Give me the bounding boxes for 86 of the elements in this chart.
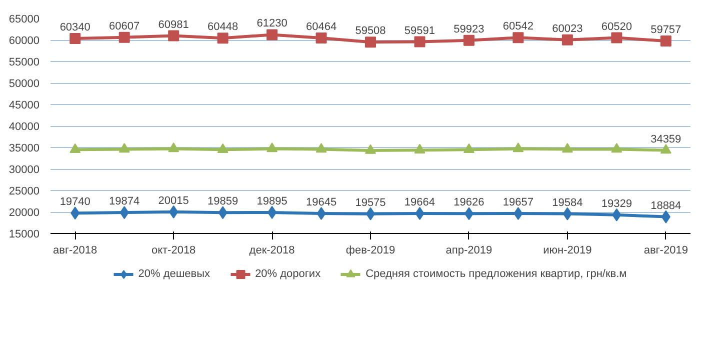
point (70, 206, 80, 220)
point (266, 29, 278, 40)
point (464, 207, 474, 220)
data-label: 18884 (650, 200, 682, 212)
data-label: 60340 (60, 22, 90, 34)
data-label: 19645 (306, 196, 337, 209)
y-tick-label: 50000 (8, 78, 40, 90)
data-label: 61230 (256, 18, 288, 30)
point (365, 144, 376, 154)
point (169, 205, 178, 218)
data-label: 34359 (650, 133, 682, 146)
point (316, 142, 327, 153)
data-label: 60981 (158, 18, 189, 31)
data-label: 19859 (208, 196, 238, 208)
x-tick-label: окт-2018 (151, 244, 196, 256)
data-label: 19895 (256, 195, 288, 208)
data-label: 19584 (552, 196, 583, 209)
data-label: 19575 (355, 196, 386, 209)
data-label: 60448 (208, 21, 238, 34)
point (70, 143, 81, 154)
point (463, 143, 474, 154)
point (365, 36, 376, 48)
data-label: 59508 (355, 25, 386, 38)
point (218, 206, 228, 220)
data-label: 20015 (158, 194, 189, 207)
legend-label: Средняя стоимость предложения квартир, грн/кв.м (366, 268, 627, 280)
point (414, 36, 426, 48)
y-tick-label: 60000 (8, 35, 40, 47)
point (562, 142, 573, 153)
point (414, 144, 426, 154)
point (217, 32, 228, 44)
y-tick-label: 20000 (8, 207, 40, 219)
data-label: 19874 (109, 196, 140, 208)
legend-label: 20% дешевых (138, 268, 210, 280)
point (611, 142, 622, 153)
point (316, 32, 327, 44)
point (661, 210, 670, 224)
data-label: 19664 (404, 196, 436, 208)
y-tick-label: 40000 (8, 121, 40, 133)
point (118, 142, 130, 153)
data-label: 19740 (60, 196, 90, 208)
point (266, 142, 278, 152)
point (415, 206, 424, 220)
legend-label: 20% дорогих (255, 268, 321, 280)
point (217, 143, 228, 154)
x-tick-label: авг-2018 (53, 244, 98, 256)
data-label: 59757 (650, 24, 682, 36)
point (512, 32, 524, 44)
data-label: 59591 (404, 24, 436, 37)
y-tick-label: 25000 (8, 186, 40, 198)
point (562, 207, 572, 220)
point (168, 142, 180, 152)
data-label: 19626 (454, 196, 484, 209)
point (562, 34, 573, 46)
data-label: 59923 (454, 23, 484, 36)
x-tick-label: авг-2019 (644, 244, 688, 256)
y-tick-label: 35000 (8, 142, 40, 154)
x-tick-label: апр-2019 (446, 244, 492, 256)
data-label: 60520 (601, 20, 632, 33)
y-tick-label: 30000 (8, 164, 40, 176)
point (118, 32, 130, 43)
point (120, 206, 129, 220)
point (514, 206, 523, 220)
point (512, 142, 524, 152)
point (316, 207, 326, 220)
data-label: 19329 (601, 198, 632, 210)
point (611, 32, 622, 44)
point (612, 208, 622, 222)
y-tick-label: 55000 (8, 56, 40, 68)
point (660, 144, 672, 154)
data-label: 60023 (552, 22, 583, 35)
data-label: 60542 (502, 20, 534, 33)
x-tick-label: дек-2018 (249, 244, 295, 256)
y-tick-label: 15000 (8, 228, 40, 240)
y-tick-label: 45000 (8, 100, 40, 112)
y-tick-label: 65000 (8, 14, 40, 26)
data-label: 60607 (109, 20, 140, 32)
point (463, 34, 474, 46)
point (168, 30, 180, 42)
point (70, 33, 81, 44)
x-tick-label: июн-2019 (543, 244, 592, 256)
data-label: 60464 (306, 21, 337, 34)
point (660, 36, 672, 47)
data-label: 19657 (502, 196, 534, 208)
point (268, 206, 277, 219)
x-tick-label: фев-2019 (346, 244, 396, 256)
